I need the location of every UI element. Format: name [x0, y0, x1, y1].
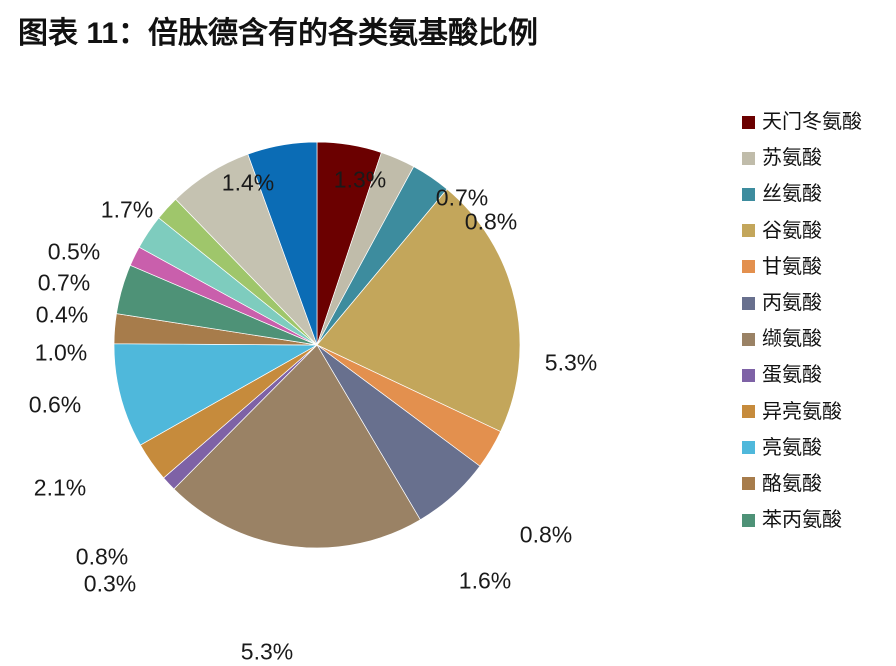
- pie-slice-label: 0.8%: [519, 521, 573, 548]
- pie-svg: [113, 141, 521, 549]
- legend-item[interactable]: 丙氨酸: [742, 285, 892, 321]
- legend-swatch-icon: [742, 296, 755, 310]
- legend-item[interactable]: 苏氨酸: [742, 140, 892, 176]
- legend-item[interactable]: 亮氨酸: [742, 430, 892, 466]
- legend-item-label: 蛋氨酸: [762, 364, 822, 387]
- legend-swatch-icon: [742, 260, 755, 274]
- pie-slice[interactable]: [316, 188, 521, 433]
- pie-chart: 1.3% 0.7% 0.8% 5.3% 0.8% 1.6% 5.3% 0.3% 0.8% 2.1%…: [0, 70, 730, 665]
- legend-item-label: 丙氨酸: [762, 292, 822, 315]
- legend-item[interactable]: 苯丙氨酸: [742, 502, 892, 538]
- legend-swatch-icon: [742, 115, 755, 129]
- legend-item[interactable]: 酪氨酸: [742, 466, 892, 502]
- legend-item[interactable]: 天门冬氨酸: [742, 104, 892, 140]
- legend-item[interactable]: 异亮氨酸: [742, 394, 892, 430]
- pie-slice-label: 0.6%: [28, 391, 82, 418]
- legend-item-label: 苯丙氨酸: [762, 509, 842, 532]
- legend-swatch-icon: [742, 405, 755, 419]
- pie-slice-label: 0.7%: [435, 184, 489, 211]
- pie-slice-label: 1.6%: [458, 567, 512, 594]
- legend-item[interactable]: 丝氨酸: [742, 176, 892, 212]
- legend-item[interactable]: 缬氨酸: [742, 321, 892, 357]
- legend-item-label: 苏氨酸: [762, 147, 822, 170]
- pie-slice-label: 5.3%: [544, 349, 598, 376]
- legend-item[interactable]: 谷氨酸: [742, 213, 892, 249]
- legend: 天门冬氨酸苏氨酸丝氨酸谷氨酸甘氨酸丙氨酸缬氨酸蛋氨酸异亮氨酸亮氨酸酪氨酸苯丙氨酸: [742, 104, 892, 538]
- legend-item[interactable]: 甘氨酸: [742, 249, 892, 285]
- pie-slice-label: 0.8%: [464, 208, 518, 235]
- legend-item-label: 甘氨酸: [762, 255, 822, 278]
- pie-slice[interactable]: [173, 344, 421, 549]
- pie-slice-label: 0.4%: [35, 301, 89, 328]
- legend-swatch-icon: [742, 332, 755, 346]
- pie-slice-label: 0.3%: [83, 570, 137, 597]
- pie-slice-label: 1.0%: [34, 339, 88, 366]
- pie-slice-label: 1.4%: [221, 169, 275, 196]
- legend-swatch-icon: [742, 441, 755, 455]
- legend-swatch-icon: [742, 477, 755, 491]
- pie-slice-label: 0.5%: [47, 238, 101, 265]
- legend-item-label: 谷氨酸: [762, 219, 822, 242]
- legend-item-label: 酪氨酸: [762, 472, 822, 495]
- legend-swatch-icon: [742, 368, 755, 382]
- legend-item-label: 天门冬氨酸: [762, 111, 862, 134]
- pie-slice[interactable]: [113, 343, 319, 446]
- pie-slice[interactable]: [247, 141, 318, 346]
- legend-item-label: 亮氨酸: [762, 436, 822, 459]
- legend-item-label: 异亮氨酸: [762, 400, 842, 423]
- legend-swatch-icon: [742, 187, 755, 201]
- pie-slice-label: 0.8%: [75, 543, 129, 570]
- legend-swatch-icon: [742, 513, 755, 527]
- legend-swatch-icon: [742, 224, 755, 238]
- legend-item-label: 缬氨酸: [762, 328, 822, 351]
- pie-slice-label: 1.3%: [333, 166, 387, 193]
- legend-item-label: 丝氨酸: [762, 183, 822, 206]
- pie-slice-label: 5.3%: [240, 638, 294, 665]
- pie-slice-label: 1.7%: [100, 196, 154, 223]
- legend-item[interactable]: 蛋氨酸: [742, 357, 892, 393]
- pie-slice-label: 0.7%: [37, 269, 91, 296]
- legend-swatch-icon: [742, 151, 755, 165]
- pie-slice-label: 2.1%: [33, 474, 87, 501]
- page-title: 图表 11：倍肽德含有的各类氨基酸比例: [18, 17, 539, 50]
